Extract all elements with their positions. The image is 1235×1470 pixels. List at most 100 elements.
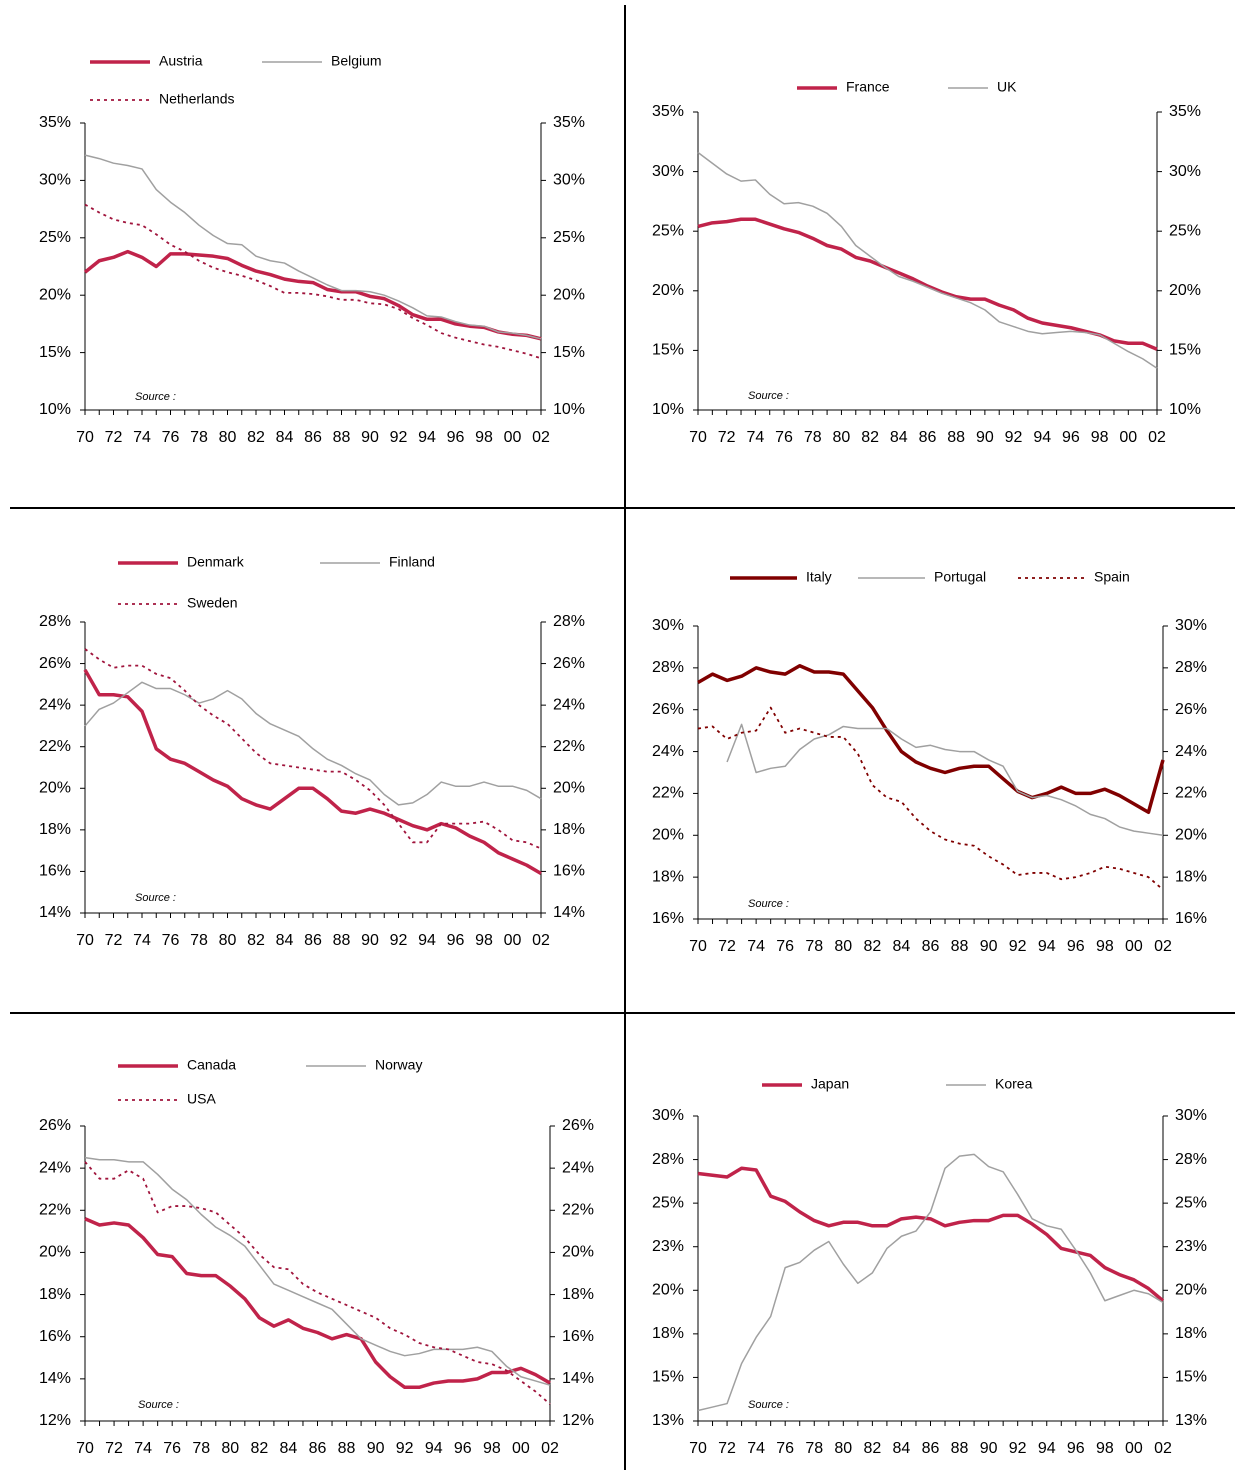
series-line [697, 706, 1164, 891]
x-tick-label: 76 [776, 1440, 794, 1457]
y-tick-label: 15% [39, 344, 71, 361]
x-tick-label: 96 [1062, 429, 1080, 446]
series-line [697, 1166, 1165, 1303]
y2-tick-label: 14% [553, 904, 585, 921]
x-tick-label: 74 [746, 429, 764, 446]
legend-label: Canada [187, 1057, 236, 1073]
x-tick-label: 78 [805, 938, 823, 955]
legend-label: Spain [1094, 569, 1130, 585]
y-tick-label: 30% [652, 617, 684, 634]
y-tick-label: 16% [39, 1328, 71, 1345]
x-tick-label: 96 [447, 932, 465, 949]
x-tick-label: 90 [980, 1440, 998, 1457]
x-tick-label: 96 [447, 429, 465, 446]
series-line [83, 249, 542, 341]
annotation: Source : [135, 892, 176, 904]
x-tick-label: 70 [76, 932, 94, 949]
legend-label: USA [187, 1091, 216, 1107]
legend-label: France [846, 79, 890, 95]
y2-tick-label: 13% [1175, 1412, 1207, 1429]
y-tick-label: 16% [652, 910, 684, 927]
annotation: Source : [138, 1399, 179, 1411]
y-tick-label: 30% [652, 1107, 684, 1124]
x-tick-label: 88 [333, 932, 351, 949]
y-tick-label: 13% [652, 1412, 684, 1429]
x-tick-label: 86 [304, 429, 322, 446]
y2-tick-label: 10% [1169, 401, 1201, 418]
x-tick-label: 80 [221, 1440, 239, 1457]
y2-tick-label: 28% [1175, 1151, 1207, 1168]
x-tick-label: 78 [190, 429, 208, 446]
y2-tick-label: 24% [553, 696, 585, 713]
x-tick-label: 76 [776, 938, 794, 955]
y2-tick-label: 24% [562, 1159, 594, 1176]
y-tick-label: 35% [652, 103, 684, 120]
y2-tick-label: 20% [553, 780, 585, 797]
y2-tick-label: 18% [1175, 1325, 1207, 1342]
x-tick-label: 72 [105, 1440, 123, 1457]
x-tick-label: 70 [689, 429, 707, 446]
y2-tick-label: 15% [1169, 342, 1201, 359]
y2-tick-label: 16% [1175, 910, 1207, 927]
x-tick-label: 72 [718, 429, 736, 446]
series-line [84, 203, 542, 360]
x-tick-label: 78 [804, 429, 822, 446]
y2-tick-label: 20% [562, 1244, 594, 1261]
x-tick-label: 90 [976, 429, 994, 446]
x-tick-label: 88 [333, 429, 351, 446]
x-tick-label: 74 [133, 932, 151, 949]
y-tick-label: 24% [652, 743, 684, 760]
x-tick-label: 84 [893, 938, 911, 955]
x-tick-label: 90 [361, 429, 379, 446]
y-tick-label: 25% [39, 229, 71, 246]
y-tick-label: 23% [652, 1238, 684, 1255]
x-tick-label: 92 [390, 429, 408, 446]
y-tick-label: 10% [39, 401, 71, 418]
x-tick-label: 02 [532, 932, 550, 949]
x-tick-label: 82 [863, 1440, 881, 1457]
x-tick-label: 84 [280, 1440, 298, 1457]
y2-tick-label: 30% [553, 172, 585, 189]
x-tick-label: 82 [863, 938, 881, 955]
x-tick-label: 02 [532, 429, 550, 446]
legend-label: Netherlands [159, 91, 235, 107]
y-tick-label: 22% [39, 1202, 71, 1219]
legend-label: Norway [375, 1057, 422, 1073]
y-tick-label: 28% [652, 1151, 684, 1168]
y2-tick-label: 30% [1175, 617, 1207, 634]
legend-label: Belgium [331, 53, 382, 69]
y2-tick-label: 25% [1175, 1194, 1207, 1211]
x-tick-label: 98 [483, 1440, 501, 1457]
x-tick-label: 90 [367, 1440, 385, 1457]
x-tick-label: 92 [390, 932, 408, 949]
annotation: Source : [748, 390, 789, 402]
x-tick-label: 00 [504, 932, 522, 949]
x-tick-label: 70 [689, 938, 707, 955]
y2-tick-label: 18% [553, 821, 585, 838]
y2-tick-label: 26% [1175, 701, 1207, 718]
x-tick-label: 00 [512, 1440, 530, 1457]
x-tick-label: 00 [504, 429, 522, 446]
x-tick-label: 82 [250, 1440, 268, 1457]
y2-tick-label: 18% [1175, 868, 1207, 885]
y-tick-label: 10% [652, 401, 684, 418]
y-tick-label: 20% [652, 1282, 684, 1299]
x-tick-label: 88 [951, 1440, 969, 1457]
x-tick-label: 70 [76, 1440, 94, 1457]
series-line [697, 664, 1165, 815]
x-tick-label: 94 [1038, 938, 1056, 955]
y2-tick-label: 28% [553, 613, 585, 630]
series-line [84, 648, 542, 850]
y-tick-label: 15% [652, 1369, 684, 1386]
y-tick-label: 18% [652, 1325, 684, 1342]
x-tick-label: 84 [890, 429, 908, 446]
x-tick-label: 72 [718, 938, 736, 955]
x-tick-label: 02 [1154, 938, 1172, 955]
y-tick-label: 24% [39, 1159, 71, 1176]
legend-label: Japan [811, 1076, 849, 1092]
y2-tick-label: 15% [1175, 1369, 1207, 1386]
x-tick-label: 70 [689, 1440, 707, 1457]
x-tick-label: 78 [192, 1440, 210, 1457]
x-tick-label: 78 [805, 1440, 823, 1457]
y-tick-label: 26% [39, 655, 71, 672]
